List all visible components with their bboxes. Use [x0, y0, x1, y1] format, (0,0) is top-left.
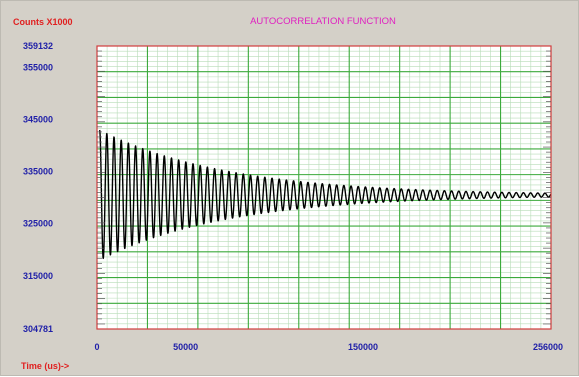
x-tick-label: 150000 [348, 342, 378, 352]
x-tick-label: 50000 [173, 342, 198, 352]
x-tick-label: 0 [94, 342, 99, 352]
y-tick-label: 315000 [23, 271, 53, 281]
y-tick-label: 359132 [23, 41, 53, 51]
series-layer [98, 129, 552, 260]
y-tick-label: 304781 [23, 324, 53, 334]
x-axis-label: Time (us)-> [21, 361, 69, 371]
y-tick-label: 355000 [23, 63, 53, 73]
y-axis-label: Counts X1000 [13, 17, 73, 27]
series-line-0 [98, 129, 552, 260]
plot-area [97, 46, 551, 329]
y-tick-label: 335000 [23, 167, 53, 177]
y-tick-label: 345000 [23, 115, 53, 125]
x-tick-label: 256000 [533, 342, 563, 352]
chart-title: AUTOCORRELATION FUNCTION [250, 16, 396, 27]
y-tick-label: 325000 [23, 219, 53, 229]
